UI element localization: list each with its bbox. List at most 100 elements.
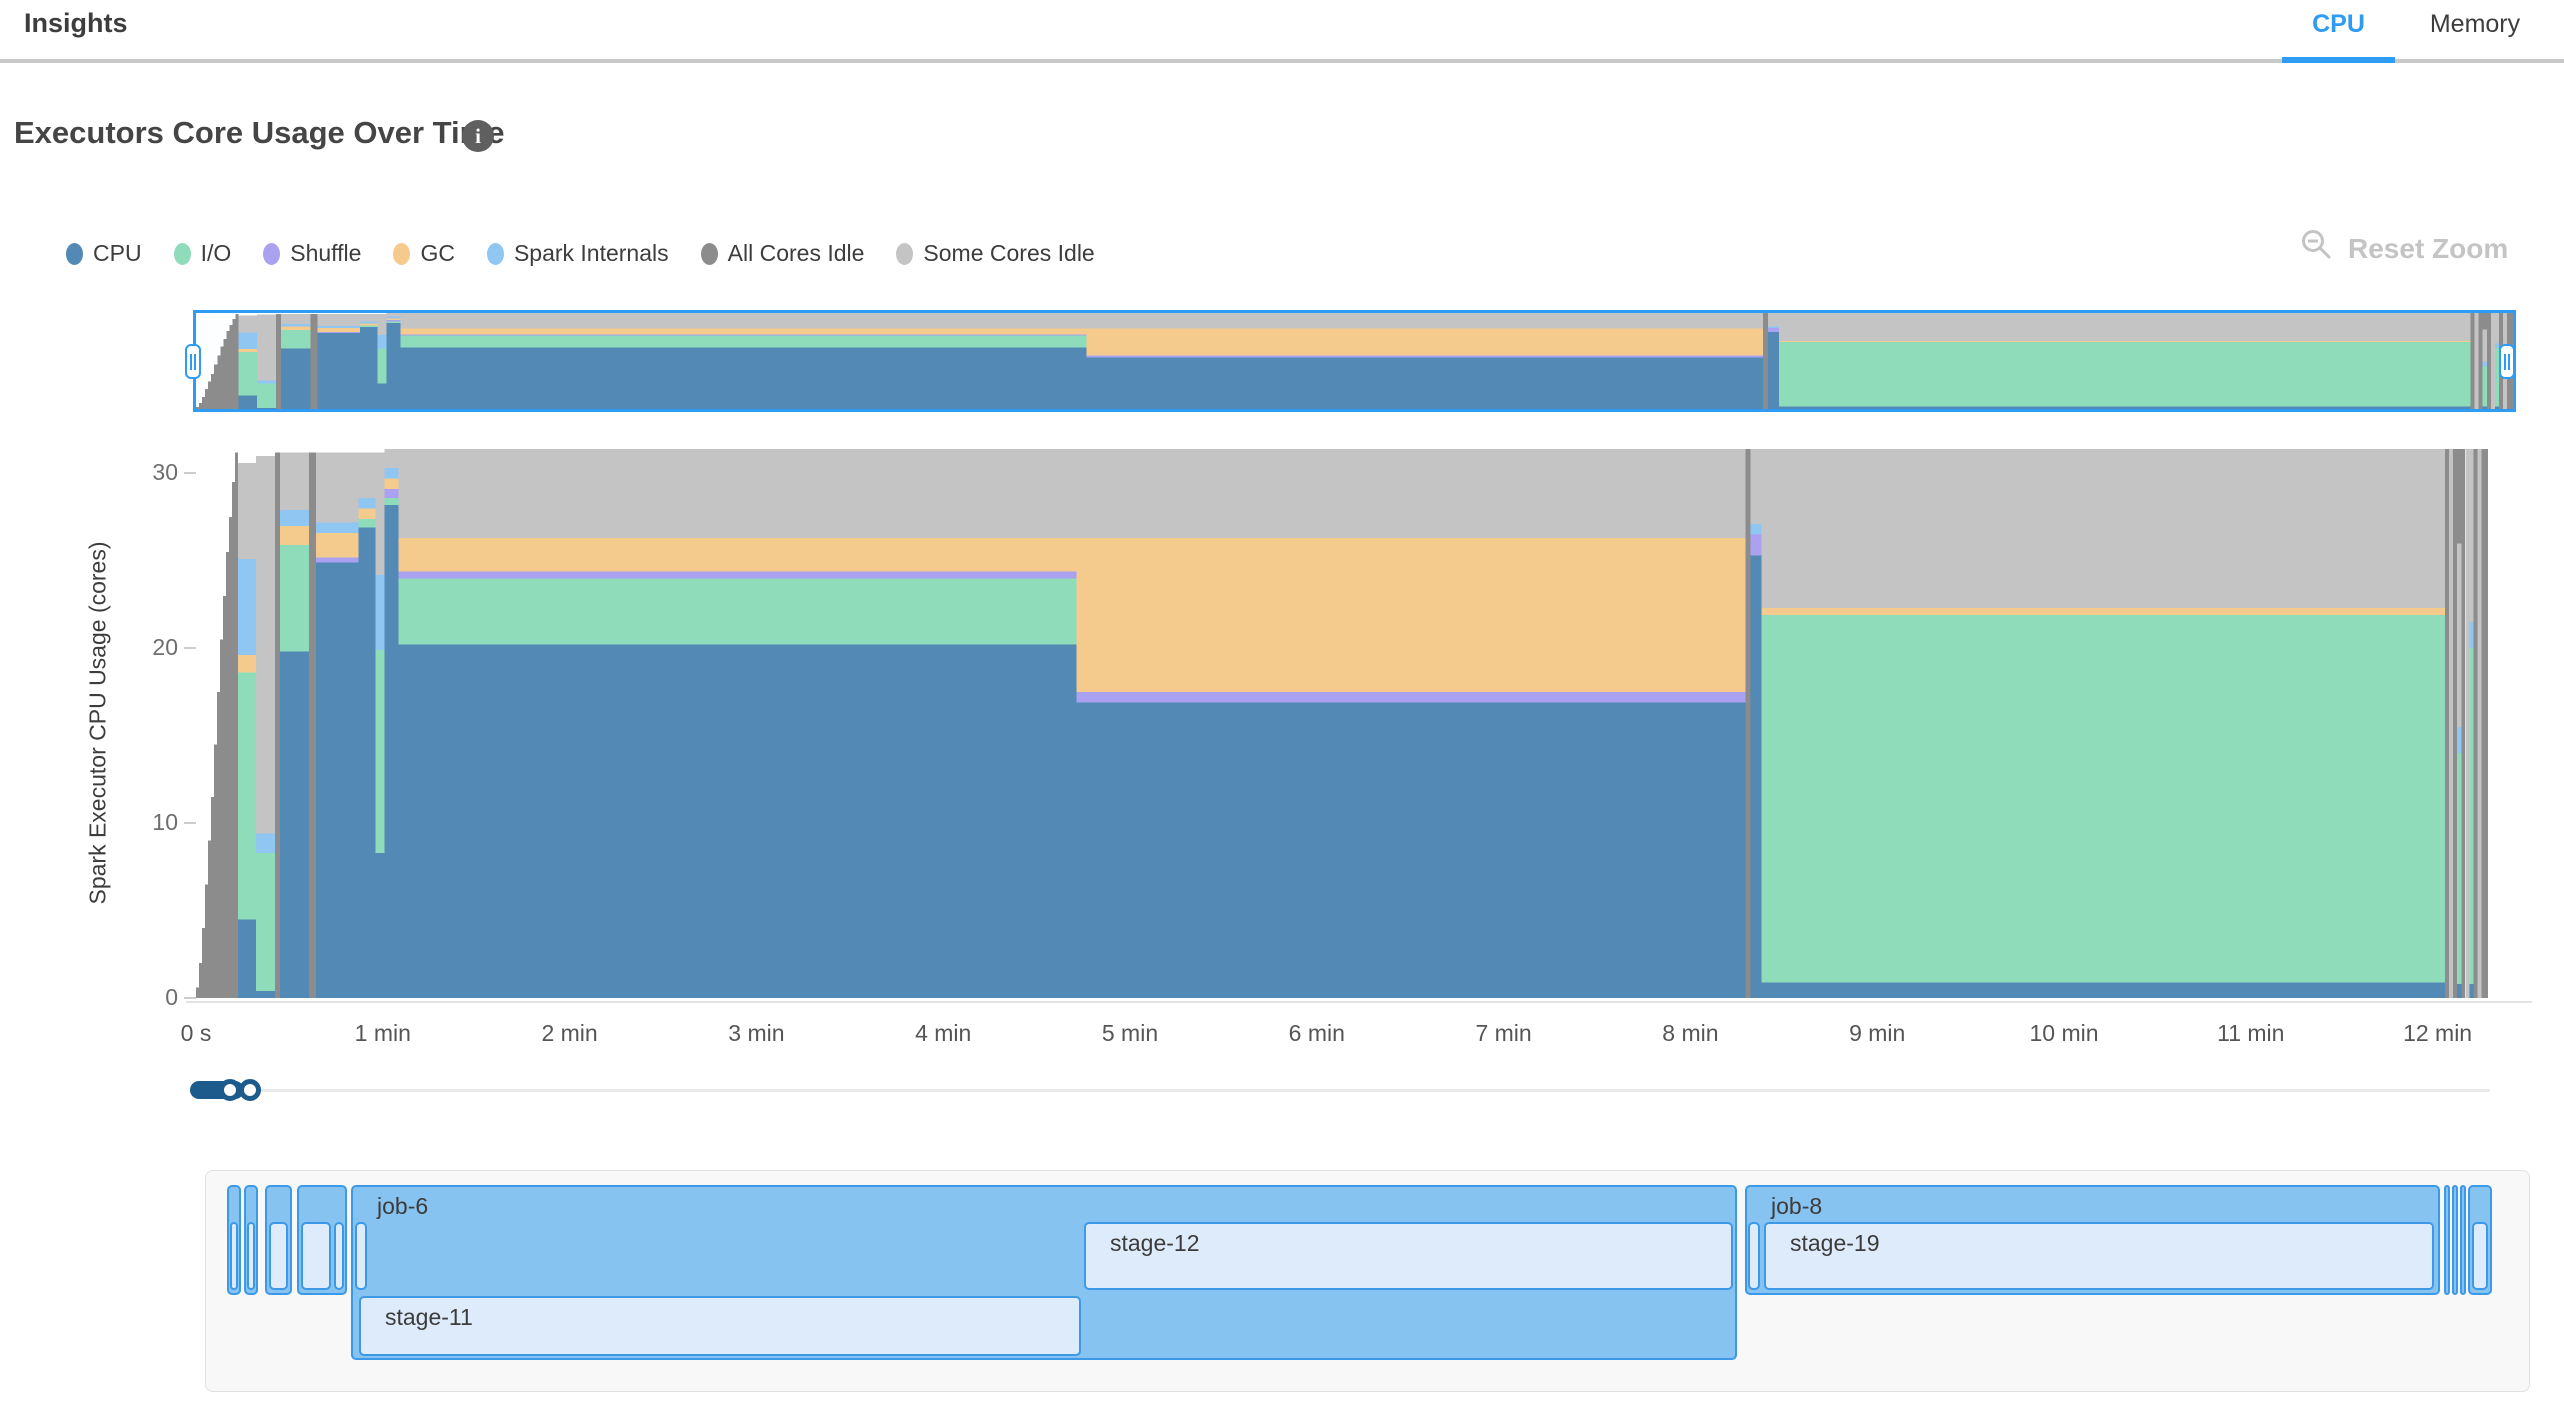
stage-bar[interactable] <box>230 1222 238 1290</box>
y-tick-mark <box>184 822 196 825</box>
legend-label: CPU <box>93 240 142 266</box>
area-segment-idle_some <box>375 452 385 575</box>
area-segment-idle_all <box>214 364 218 409</box>
stage-bar-stage-19[interactable]: stage-19 <box>1764 1222 2434 1290</box>
stage-bar[interactable] <box>2472 1222 2488 1290</box>
area-segment-idle_all <box>205 389 209 409</box>
area-segment-idle_some <box>377 313 387 336</box>
area-segment-idle_all <box>226 552 230 998</box>
area-segment-shuffle <box>1086 355 1763 358</box>
x-tick-label: 9 min <box>1849 1020 1906 1046</box>
area-segment-idle_all <box>223 338 227 409</box>
area-segment-internals <box>1750 524 1762 535</box>
x-tick-label: 5 min <box>1101 1020 1159 1046</box>
area-segment-gc <box>386 318 401 321</box>
area-segment-gc <box>398 538 1077 572</box>
area-segment-idle_all <box>2473 448 2478 998</box>
stage-bar[interactable] <box>247 1222 255 1290</box>
area-segment-gc <box>281 326 311 330</box>
brush-mini-chart <box>196 313 2514 409</box>
tab-cpu[interactable]: CPU <box>2312 10 2365 38</box>
legend-label: GC <box>420 240 455 266</box>
area-segment-idle_some <box>2465 448 2470 998</box>
stage-bar[interactable] <box>355 1222 367 1290</box>
area-segment-internals <box>2457 726 2462 754</box>
job-bar[interactable] <box>2460 1185 2466 1295</box>
stage-bar-stage-12[interactable]: stage-12 <box>1084 1222 1733 1290</box>
area-segment-idle_all <box>2478 313 2483 409</box>
brush-handle-left[interactable] <box>185 344 201 379</box>
area-segment-internals <box>375 574 385 650</box>
info-icon[interactable]: i <box>462 120 494 152</box>
area-segment-internals <box>256 380 277 384</box>
area-segment-internals <box>2469 622 2474 649</box>
x-tick-label: 7 min <box>1475 1020 1532 1046</box>
area-segment-io <box>281 329 311 349</box>
area-segment-gc <box>1761 608 2446 616</box>
legend-item-internals[interactable]: Spark Internals <box>486 240 669 267</box>
brush-handle-right[interactable] <box>2499 344 2515 379</box>
area-segment-cpu <box>1750 555 1762 998</box>
area-segment-io <box>2482 366 2487 407</box>
area-segment-idle_all <box>232 482 236 999</box>
legend-item-io[interactable]: I/O <box>173 240 231 267</box>
area-segment-idle_all <box>235 313 239 409</box>
legend-item-idle_all[interactable]: All Cores Idle <box>700 240 864 267</box>
area-segment-idle_some <box>1750 448 1762 525</box>
stage-label: stage-12 <box>1110 1230 1200 1256</box>
area-segment-cpu <box>2457 984 2462 998</box>
area-segment-io <box>377 348 387 384</box>
area-segment-cpu <box>1076 702 1746 998</box>
reset-zoom-button[interactable]: Reset Zoom <box>2300 228 2508 269</box>
time-slider-track[interactable] <box>190 1089 2490 1092</box>
area-segment-io <box>238 672 257 920</box>
area-segment-cpu <box>256 407 277 409</box>
cpu-usage-area-chart[interactable] <box>196 448 2488 1000</box>
job-bar[interactable] <box>2452 1185 2458 1295</box>
area-segment-internals <box>256 833 276 853</box>
legend-item-shuffle[interactable]: Shuffle <box>263 240 361 267</box>
x-tick-label: 4 min <box>915 1020 972 1046</box>
area-segment-idle_some <box>238 315 257 333</box>
area-segment-idle_some <box>1779 313 2471 341</box>
idle_some-legend-dot-icon <box>896 242 914 265</box>
area-segment-gc <box>384 478 399 490</box>
area-segment-idle_all <box>223 595 227 998</box>
legend-item-idle_some[interactable]: Some Cores Idle <box>896 240 1095 267</box>
area-segment-io <box>358 518 376 528</box>
stage-bar-stage-11[interactable]: stage-11 <box>359 1296 1081 1356</box>
stage-bar[interactable] <box>269 1222 288 1290</box>
legend-item-cpu[interactable]: CPU <box>66 240 142 267</box>
area-segment-idle_some <box>1768 313 1780 327</box>
area-segment-gc <box>1779 340 2471 343</box>
area-segment-idle_some <box>1761 448 2446 609</box>
stage-bar[interactable] <box>1748 1222 1760 1290</box>
area-segment-idle_some <box>2494 313 2500 344</box>
area-segment-idle_all <box>208 381 212 409</box>
area-segment-internals <box>281 323 311 327</box>
area-segment-idle_all <box>199 402 203 409</box>
area-segment-idle_some <box>317 313 361 326</box>
job-bar[interactable] <box>2444 1185 2450 1295</box>
active-tab-indicator <box>2282 57 2395 63</box>
area-segment-internals <box>1768 326 1780 329</box>
area-segment-io <box>2494 347 2500 407</box>
time-slider-handle-left[interactable] <box>219 1079 241 1101</box>
area-segment-io <box>280 545 310 652</box>
time-slider-handle-right[interactable] <box>239 1079 261 1101</box>
legend-item-gc[interactable]: GC <box>393 240 455 267</box>
tab-memory[interactable]: Memory <box>2429 10 2521 38</box>
stage-bar[interactable] <box>301 1222 331 1290</box>
area-segment-io <box>256 852 276 992</box>
area-segment-cpu <box>256 991 276 998</box>
area-segment-idle_some <box>398 448 1077 539</box>
area-segment-idle_all <box>2481 448 2488 998</box>
stage-bar[interactable] <box>334 1222 344 1290</box>
area-segment-idle_some <box>256 455 276 834</box>
area-segment-internals <box>377 335 387 349</box>
area-segment-idle_all <box>2461 448 2466 998</box>
x-tick-label: 11 min <box>2217 1020 2285 1046</box>
area-segment-cpu <box>1761 982 2446 998</box>
area-segment-idle_some <box>280 452 310 511</box>
y-tick-label: 20 <box>152 634 178 661</box>
